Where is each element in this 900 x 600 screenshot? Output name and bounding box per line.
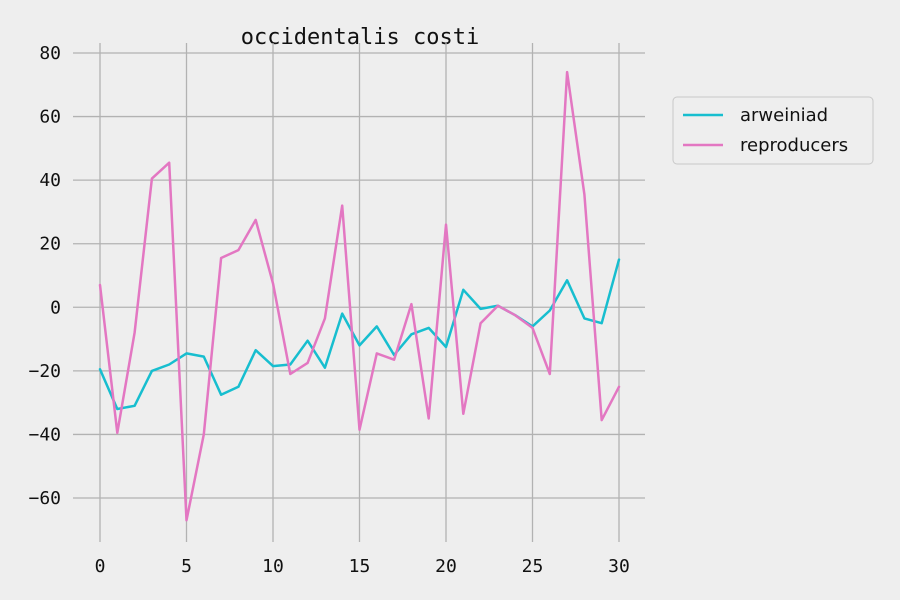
y-tick-label: 40 <box>39 170 61 191</box>
y-tick-label: −20 <box>28 361 61 382</box>
x-tick-label: 10 <box>262 556 284 577</box>
y-tick-label: 0 <box>50 297 61 318</box>
grid <box>73 43 645 542</box>
legend-label: reproducers <box>740 135 848 156</box>
x-tick-label: 20 <box>435 556 457 577</box>
x-tick-label: 25 <box>522 556 544 577</box>
x-tick-label: 5 <box>181 556 192 577</box>
series-lines <box>98 70 621 522</box>
x-tick-label: 30 <box>608 556 630 577</box>
y-axis-ticks: 80 60 40 20 0 −20 −40 −60 <box>28 43 61 509</box>
y-tick-label: −40 <box>28 424 61 445</box>
series-line-reproducers <box>98 70 621 522</box>
y-tick-label: 20 <box>39 234 61 255</box>
y-tick-label: −60 <box>28 488 61 509</box>
legend: arweiniad reproducers <box>672 96 874 165</box>
legend-label: arweiniad <box>740 105 828 126</box>
x-tick-label: 0 <box>95 556 106 577</box>
x-tick-label: 15 <box>349 556 371 577</box>
x-axis-ticks: 0 5 10 15 20 25 30 <box>95 556 630 577</box>
y-tick-label: 80 <box>39 43 61 64</box>
y-tick-label: 60 <box>39 107 61 128</box>
